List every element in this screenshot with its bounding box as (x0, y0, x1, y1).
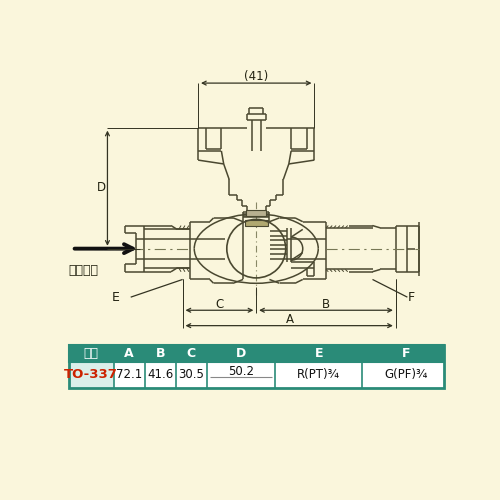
Text: 50.2: 50.2 (228, 364, 254, 378)
Text: E: E (314, 347, 323, 360)
Bar (244, 220, 268, 226)
Text: F: F (402, 347, 410, 360)
Text: 流水方向: 流水方向 (68, 264, 98, 277)
Text: R(PT)¾: R(PT)¾ (297, 368, 340, 382)
Bar (246, 210, 266, 216)
Bar (68, 345, 444, 362)
Text: C: C (186, 347, 196, 360)
Text: A: A (124, 347, 134, 360)
Text: F: F (408, 290, 415, 304)
Text: 41.6: 41.6 (147, 368, 174, 382)
Text: (41): (41) (244, 70, 268, 84)
Text: A: A (286, 313, 294, 326)
Text: 30.5: 30.5 (178, 368, 204, 382)
Text: G(PF)¾: G(PF)¾ (384, 368, 428, 382)
Text: B: B (322, 298, 330, 310)
Text: 72.1: 72.1 (116, 368, 142, 382)
Text: TO-337: TO-337 (64, 368, 118, 382)
Text: E: E (112, 290, 119, 304)
Bar (68, 362, 444, 388)
Text: B: B (156, 347, 165, 360)
Bar (68, 345, 444, 388)
Text: C: C (216, 298, 224, 310)
Text: 型番: 型番 (84, 347, 98, 360)
Bar (68, 362, 114, 388)
Text: D: D (96, 180, 106, 194)
Text: D: D (236, 347, 246, 360)
